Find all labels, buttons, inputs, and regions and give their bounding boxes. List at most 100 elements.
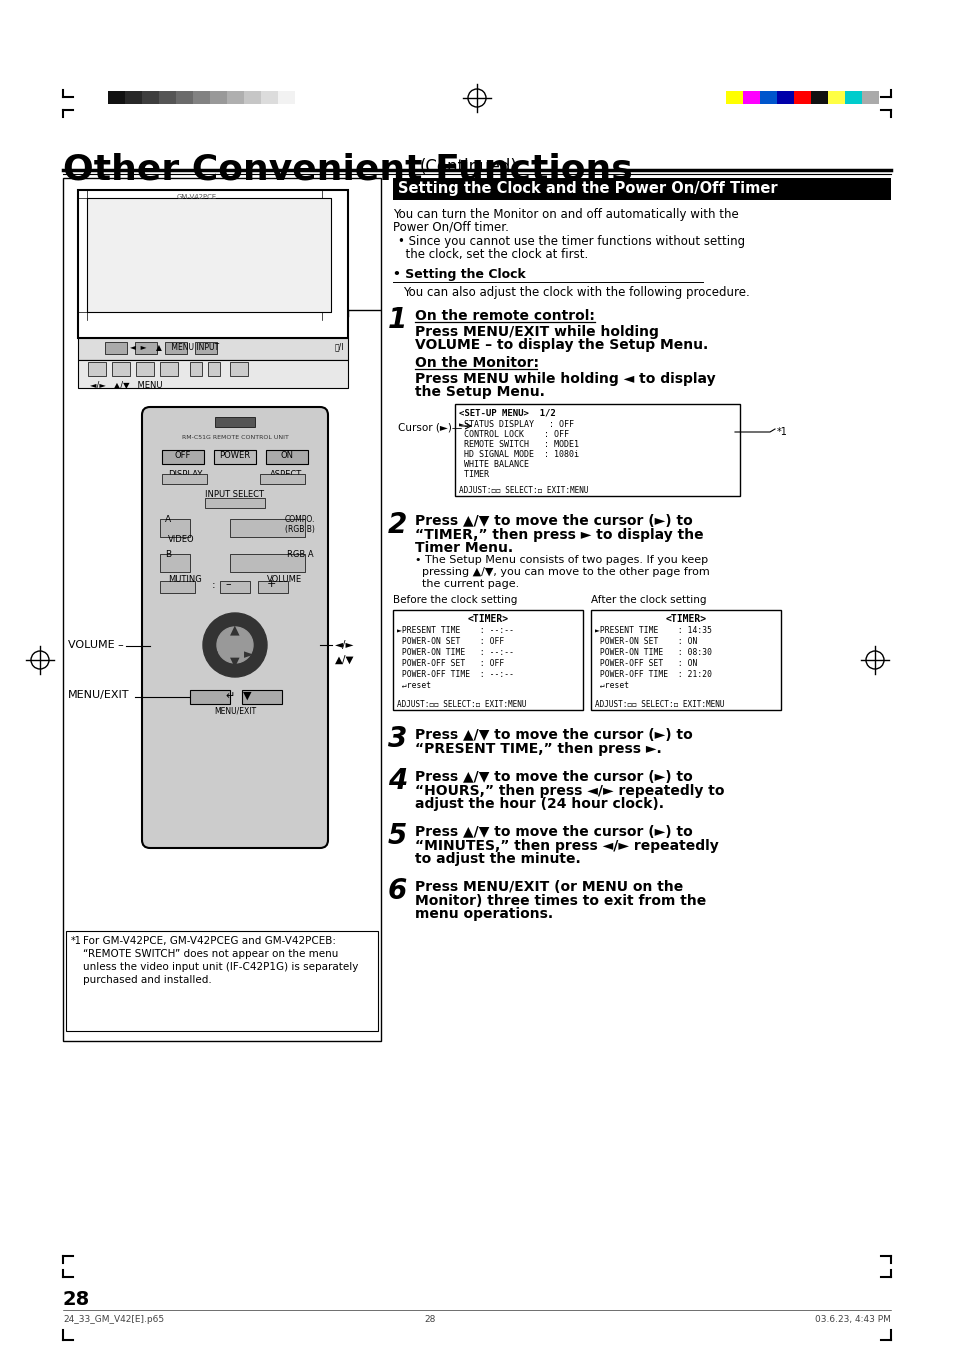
Bar xyxy=(210,91,227,104)
Bar xyxy=(160,520,190,537)
Text: Power On/Off timer.: Power On/Off timer. xyxy=(393,221,508,234)
Text: 1: 1 xyxy=(388,306,407,334)
Bar xyxy=(793,91,810,104)
Bar xyxy=(190,363,202,376)
Bar xyxy=(108,91,125,104)
Text: ◄: ◄ xyxy=(208,648,217,662)
Text: VOLUME – to display the Setup Menu.: VOLUME – to display the Setup Menu. xyxy=(415,338,707,352)
Text: ►PRESENT TIME    : --:--: ►PRESENT TIME : --:-- xyxy=(396,626,514,635)
Bar xyxy=(78,189,348,338)
Text: RM-C51G REMOTE CONTROL UNIT: RM-C51G REMOTE CONTROL UNIT xyxy=(181,436,288,440)
Text: the clock, set the clock at first.: the clock, set the clock at first. xyxy=(397,248,588,261)
Text: pressing ▲/▼, you can move to the other page from: pressing ▲/▼, you can move to the other … xyxy=(415,567,709,576)
Bar xyxy=(230,520,305,537)
Bar xyxy=(193,91,210,104)
Bar xyxy=(294,91,312,104)
Text: “TIMER,” then press ► to display the: “TIMER,” then press ► to display the xyxy=(415,528,703,543)
Bar xyxy=(160,580,194,593)
Bar xyxy=(136,363,153,376)
Bar xyxy=(112,363,130,376)
Text: ON: ON xyxy=(280,451,294,460)
Text: On the Monitor:: On the Monitor: xyxy=(415,356,538,369)
Text: POWER-OFF TIME  : --:--: POWER-OFF TIME : --:-- xyxy=(396,670,514,679)
Bar xyxy=(142,91,159,104)
Text: POWER-OFF SET   : ON: POWER-OFF SET : ON xyxy=(595,659,697,668)
Text: 6: 6 xyxy=(388,877,407,905)
Bar xyxy=(78,338,348,360)
Text: *1: *1 xyxy=(776,428,787,437)
Text: Monitor) three times to exit from the: Monitor) three times to exit from the xyxy=(415,894,705,908)
Text: 24_33_GM_V42[E].p65: 24_33_GM_V42[E].p65 xyxy=(63,1315,164,1325)
Bar xyxy=(242,690,282,704)
Text: +: + xyxy=(267,579,276,589)
Bar xyxy=(125,91,142,104)
Text: You can turn the Monitor on and off automatically with the: You can turn the Monitor on and off auto… xyxy=(393,208,738,221)
Bar xyxy=(205,498,265,507)
Bar xyxy=(87,198,331,313)
Text: TIMER: TIMER xyxy=(458,469,489,479)
Text: *1: *1 xyxy=(71,936,82,946)
Text: A: A xyxy=(165,515,171,524)
Text: 3: 3 xyxy=(388,725,407,754)
Bar xyxy=(194,342,216,354)
Bar xyxy=(393,610,582,710)
Text: ↵reset: ↵reset xyxy=(396,681,431,690)
Text: ◄/►: ◄/► xyxy=(335,640,355,649)
Text: 03.6.23, 4:43 PM: 03.6.23, 4:43 PM xyxy=(814,1315,890,1325)
Bar xyxy=(742,91,760,104)
Bar xyxy=(590,610,781,710)
Bar xyxy=(214,417,254,428)
Bar xyxy=(190,690,230,704)
Text: <TIMER>: <TIMER> xyxy=(467,614,508,624)
Text: “HOURS,” then press ◄/► repeatedly to: “HOURS,” then press ◄/► repeatedly to xyxy=(415,783,723,798)
Text: 5: 5 xyxy=(388,823,407,850)
Bar xyxy=(66,931,377,1031)
Text: Press MENU while holding ◄ to display: Press MENU while holding ◄ to display xyxy=(415,372,715,386)
Text: OFF: OFF xyxy=(174,451,191,460)
Text: On the remote control:: On the remote control: xyxy=(415,308,595,323)
Bar xyxy=(160,553,190,572)
Text: Press MENU/EXIT (or MENU on the: Press MENU/EXIT (or MENU on the xyxy=(415,879,682,894)
Text: B: B xyxy=(165,551,171,559)
Bar xyxy=(260,474,305,484)
Text: VOLUME –: VOLUME – xyxy=(68,640,124,649)
Text: Setting the Clock and the Power On/Off Timer: Setting the Clock and the Power On/Off T… xyxy=(397,181,777,196)
Text: “MINUTES,” then press ◄/► repeatedly: “MINUTES,” then press ◄/► repeatedly xyxy=(415,839,718,852)
Bar xyxy=(844,91,862,104)
Text: 2: 2 xyxy=(388,511,407,538)
Text: ADJUST:◻◻ SELECT:◻ EXIT:MENU: ADJUST:◻◻ SELECT:◻ EXIT:MENU xyxy=(458,486,588,495)
Text: ASPECT: ASPECT xyxy=(270,469,302,479)
Bar xyxy=(393,179,890,200)
Bar xyxy=(159,91,175,104)
Bar xyxy=(230,363,248,376)
Text: ▲/▼: ▲/▼ xyxy=(335,655,355,666)
Bar xyxy=(261,91,277,104)
Text: POWER-ON SET    : OFF: POWER-ON SET : OFF xyxy=(396,637,504,645)
Text: Before the clock setting: Before the clock setting xyxy=(393,595,517,605)
Text: DISPLAY: DISPLAY xyxy=(168,469,202,479)
Text: INPUT SELECT: INPUT SELECT xyxy=(205,490,264,499)
Text: ↵reset: ↵reset xyxy=(595,681,628,690)
Text: Press MENU/EXIT while holding: Press MENU/EXIT while holding xyxy=(415,325,659,340)
Text: <TIMER>: <TIMER> xyxy=(665,614,706,624)
Text: unless the video input unit (IF-C42P1G) is separately: unless the video input unit (IF-C42P1G) … xyxy=(83,962,358,971)
FancyBboxPatch shape xyxy=(142,407,328,848)
Bar xyxy=(266,451,308,464)
Bar xyxy=(220,580,250,593)
Text: ⏻/I: ⏻/I xyxy=(335,342,344,350)
Text: POWER-ON TIME   : 08:30: POWER-ON TIME : 08:30 xyxy=(595,648,711,658)
Text: • Setting the Clock: • Setting the Clock xyxy=(393,268,525,281)
Text: ↵: ↵ xyxy=(225,691,234,701)
Bar xyxy=(208,363,220,376)
Text: Press ▲/▼ to move the cursor (►) to: Press ▲/▼ to move the cursor (►) to xyxy=(415,514,692,528)
Text: MENU/EXIT: MENU/EXIT xyxy=(213,706,255,714)
Bar xyxy=(160,363,178,376)
Bar xyxy=(862,91,878,104)
Circle shape xyxy=(216,626,253,663)
Text: <SET-UP MENU>  1/2: <SET-UP MENU> 1/2 xyxy=(458,409,556,417)
Text: • The Setup Menu consists of two pages. If you keep: • The Setup Menu consists of two pages. … xyxy=(415,555,707,566)
Text: ◄/►   ▲/▼   MENU: ◄/► ▲/▼ MENU xyxy=(90,380,162,390)
Text: WHITE BALANCE: WHITE BALANCE xyxy=(458,460,529,469)
Text: 28: 28 xyxy=(63,1289,91,1308)
Text: ADJUST:◻◻ SELECT:◻ EXIT:MENU: ADJUST:◻◻ SELECT:◻ EXIT:MENU xyxy=(396,700,526,709)
